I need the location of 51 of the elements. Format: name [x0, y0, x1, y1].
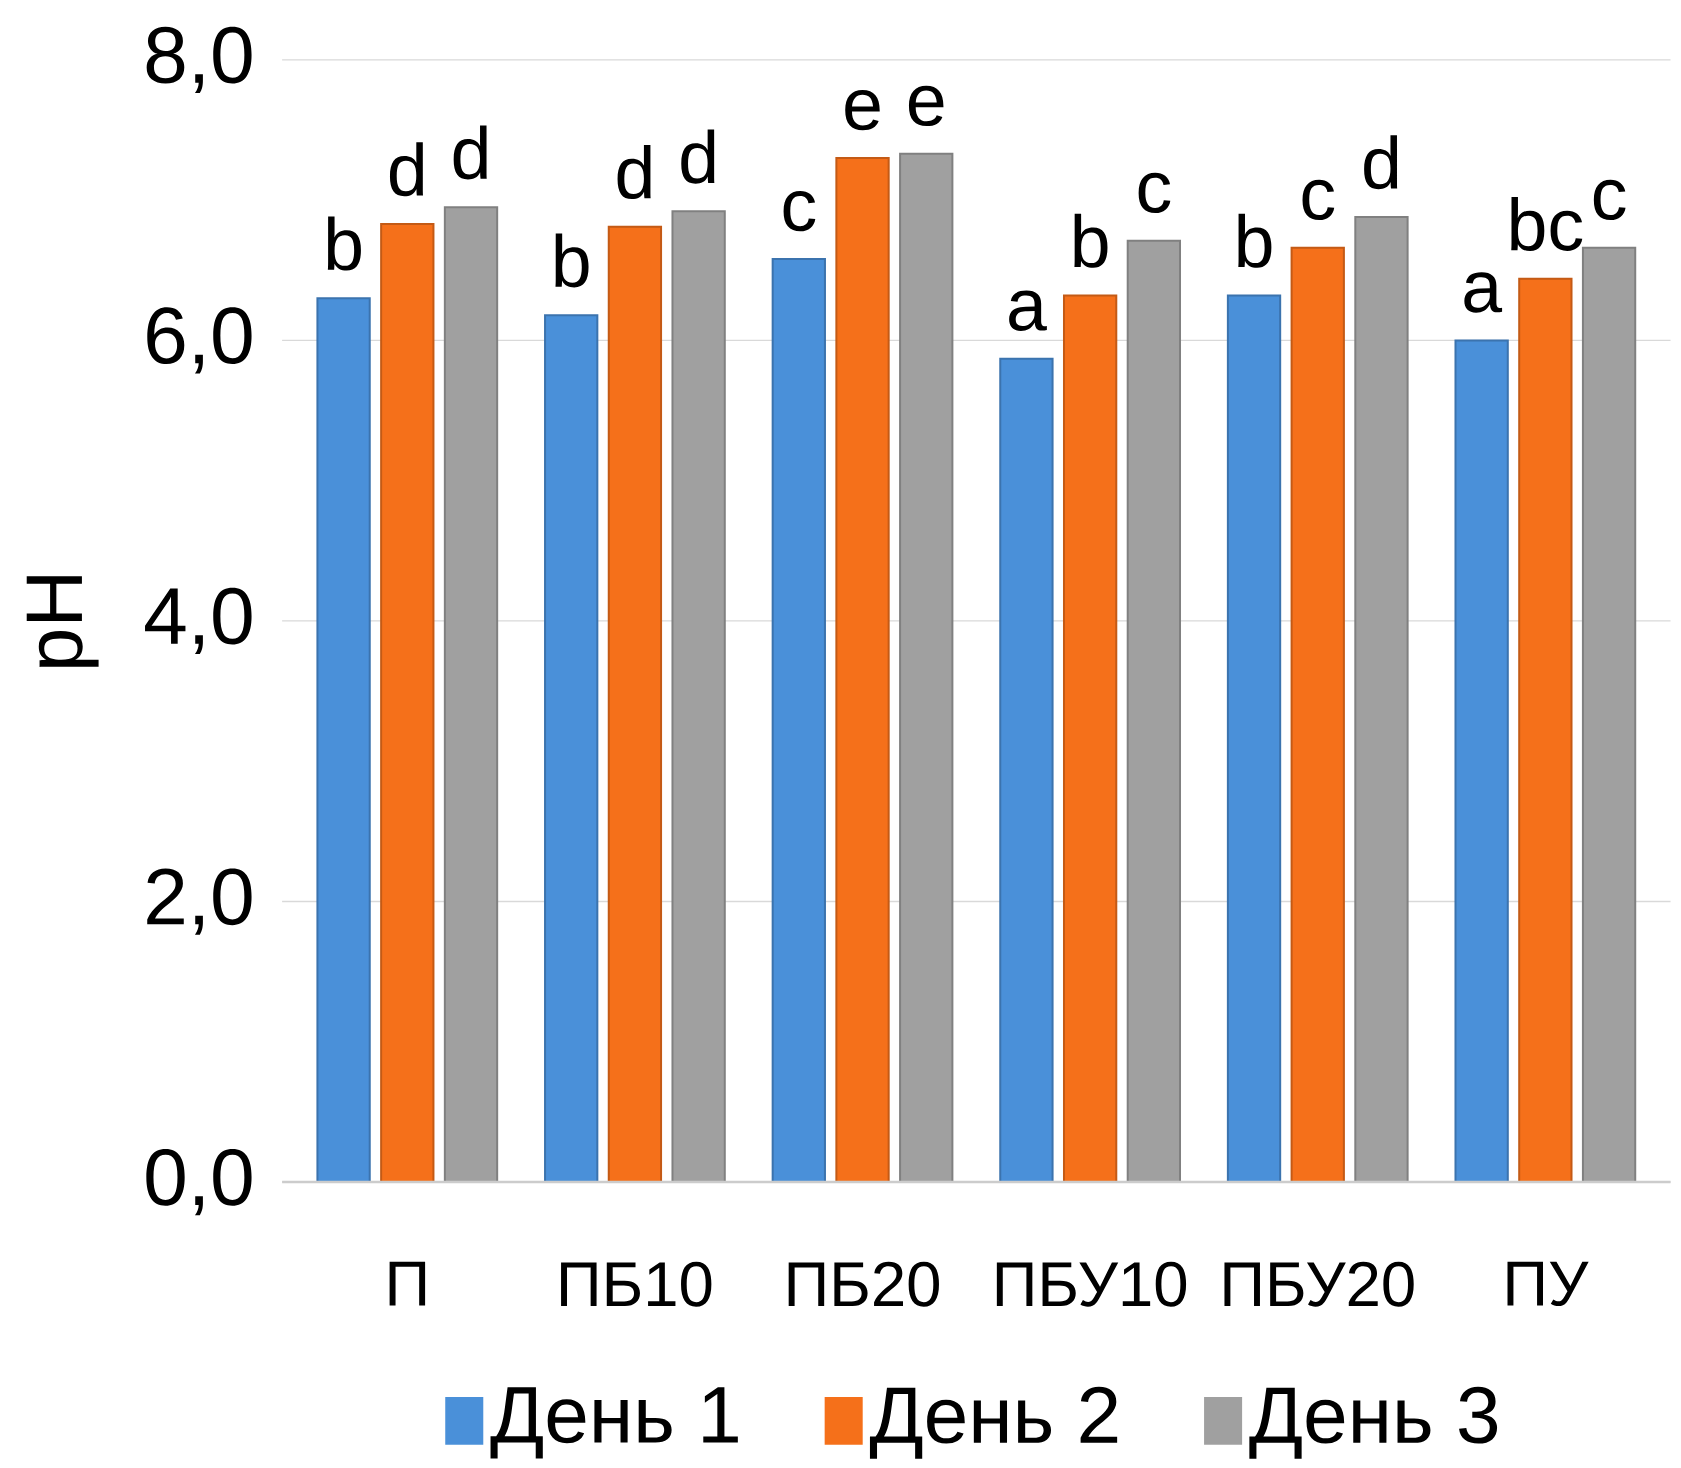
bar [1581, 246, 1637, 1183]
y-tick-label: 0,0 [146, 1148, 252, 1216]
bar [443, 206, 499, 1183]
data-label: b [1238, 213, 1272, 268]
data-label: a [1009, 290, 1047, 331]
data-label: d [453, 125, 487, 180]
data-label: e [908, 85, 944, 127]
y-axis-title: pH [26, 576, 99, 667]
bar [1126, 239, 1182, 1183]
data-label: bc [1511, 196, 1583, 251]
bar [1518, 277, 1573, 1183]
x-tick-label: ПБ10 [561, 1261, 712, 1307]
x-tick-label: ПБ20 [788, 1261, 939, 1307]
data-label: d [1364, 135, 1398, 190]
bar [1290, 246, 1345, 1183]
y-tick-label: 4,0 [145, 587, 252, 654]
bar [316, 297, 371, 1183]
data-label: c [1593, 179, 1626, 220]
y-tick-label: 8,0 [146, 26, 252, 93]
bar [1226, 294, 1282, 1183]
x-tick-label: П [389, 1261, 426, 1306]
data-label: d [617, 144, 651, 199]
data-label: d [681, 129, 715, 184]
data-label: a [1464, 272, 1503, 313]
bar [899, 152, 954, 1183]
data-label: b [1074, 213, 1108, 268]
bar [1454, 339, 1509, 1183]
x-tick-label: ПБУ10 [996, 1261, 1187, 1307]
bar [999, 357, 1054, 1183]
bar [607, 225, 663, 1183]
bar [671, 210, 726, 1183]
bar [544, 314, 599, 1183]
legend-label: День 3 [1249, 1386, 1498, 1459]
data-label: e [845, 89, 880, 131]
bar [771, 257, 826, 1183]
data-label: c [783, 190, 816, 232]
y-tick-label: 6,0 [147, 307, 252, 374]
data-label: b [327, 216, 361, 271]
x-tick-label: ПБУ20 [1224, 1261, 1414, 1307]
y-tick-label: 2,0 [147, 868, 252, 935]
bar [380, 222, 435, 1183]
legend-label: День 1 [490, 1387, 738, 1459]
data-label: c [1302, 179, 1335, 220]
bar [1354, 215, 1409, 1183]
bar [835, 156, 890, 1183]
data-label: c [1138, 172, 1171, 213]
bar [1062, 294, 1118, 1183]
data-label: b [555, 233, 589, 288]
x-tick-label: ПУ [1507, 1261, 1589, 1306]
data-label: d [389, 142, 424, 197]
legend-label: День 2 [869, 1386, 1118, 1459]
